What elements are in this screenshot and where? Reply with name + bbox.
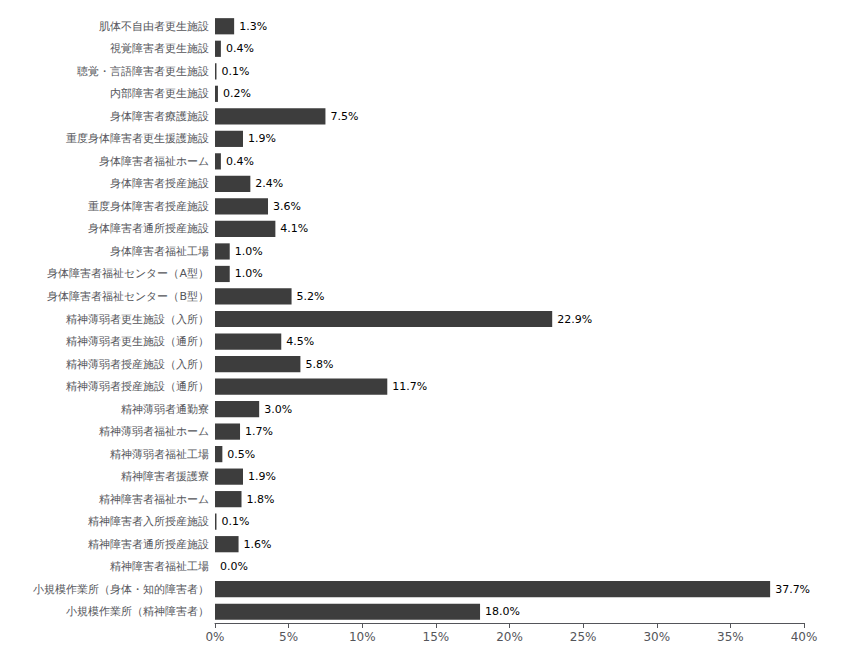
svg-text:聴覚・言語障害者更生施設: 聴覚・言語障害者更生施設 xyxy=(77,65,209,78)
svg-text:身体障害者福祉センター（B型）: 身体障害者福祉センター（B型） xyxy=(47,290,209,303)
svg-text:0.4%: 0.4% xyxy=(226,42,254,55)
svg-text:5.8%: 5.8% xyxy=(305,358,333,371)
svg-text:2.4%: 2.4% xyxy=(255,177,283,190)
svg-text:1.9%: 1.9% xyxy=(248,470,276,483)
svg-text:1.0%: 1.0% xyxy=(235,245,263,258)
svg-text:身体障害者福祉工場: 身体障害者福祉工場 xyxy=(110,245,209,258)
svg-text:4.1%: 4.1% xyxy=(280,222,308,235)
svg-text:視覚障害者更生施設: 視覚障害者更生施設 xyxy=(110,42,209,55)
svg-text:3.0%: 3.0% xyxy=(264,403,292,416)
svg-text:精神障害者通所授産施設: 精神障害者通所授産施設 xyxy=(88,538,209,551)
svg-text:0.4%: 0.4% xyxy=(226,155,254,168)
svg-text:40%: 40% xyxy=(791,630,818,644)
svg-text:1.7%: 1.7% xyxy=(245,425,273,438)
svg-text:身体障害者福祉センター（A型）: 身体障害者福祉センター（A型） xyxy=(47,267,209,280)
svg-text:35%: 35% xyxy=(717,630,744,644)
svg-text:精神薄弱者通勤寮: 精神薄弱者通勤寮 xyxy=(121,403,209,416)
svg-text:内部障害者更生施設: 内部障害者更生施設 xyxy=(110,87,209,100)
svg-text:7.5%: 7.5% xyxy=(330,110,358,123)
svg-text:精神薄弱者授産施設（通所）: 精神薄弱者授産施設（通所） xyxy=(66,380,209,393)
svg-text:精神障害者福祉工場: 精神障害者福祉工場 xyxy=(110,560,209,573)
svg-text:0.5%: 0.5% xyxy=(227,448,255,461)
svg-text:37.7%: 37.7% xyxy=(775,583,810,596)
svg-text:0.2%: 0.2% xyxy=(223,87,251,100)
svg-text:11.7%: 11.7% xyxy=(392,380,427,393)
svg-text:精神薄弱者更生施設（入所）: 精神薄弱者更生施設（入所） xyxy=(66,313,209,326)
svg-text:15%: 15% xyxy=(423,630,450,644)
svg-text:身体障害者授産施設: 身体障害者授産施設 xyxy=(110,177,209,190)
svg-text:1.8%: 1.8% xyxy=(247,493,275,506)
svg-text:重度身体障害者授産施設: 重度身体障害者授産施設 xyxy=(88,200,209,213)
svg-text:3.6%: 3.6% xyxy=(273,200,301,213)
svg-text:20%: 20% xyxy=(496,630,523,644)
svg-text:精神薄弱者授産施設（入所）: 精神薄弱者授産施設（入所） xyxy=(66,358,209,371)
svg-text:身体障害者療護施設: 身体障害者療護施設 xyxy=(110,110,209,123)
svg-text:4.5%: 4.5% xyxy=(286,335,314,348)
svg-text:1.3%: 1.3% xyxy=(239,20,267,33)
svg-text:精神薄弱者更生施設（通所）: 精神薄弱者更生施設（通所） xyxy=(66,335,209,348)
svg-text:精神薄弱者福祉ホーム: 精神薄弱者福祉ホーム xyxy=(99,425,209,438)
svg-text:0.0%: 0.0% xyxy=(220,560,248,573)
svg-text:22.9%: 22.9% xyxy=(557,313,592,326)
svg-text:25%: 25% xyxy=(570,630,597,644)
svg-text:精神障害者福祉ホーム: 精神障害者福祉ホーム xyxy=(99,493,209,506)
svg-text:1.0%: 1.0% xyxy=(235,267,263,280)
svg-text:18.0%: 18.0% xyxy=(485,605,520,618)
svg-text:30%: 30% xyxy=(643,630,670,644)
svg-text:小規模作業所（身体・知的障害者）: 小規模作業所（身体・知的障害者） xyxy=(33,583,209,596)
svg-text:0%: 0% xyxy=(205,630,224,644)
svg-text:精神障害者入所授産施設: 精神障害者入所授産施設 xyxy=(88,515,209,528)
svg-text:重度身体障害者更生援護施設: 重度身体障害者更生援護施設 xyxy=(66,132,209,145)
svg-text:小規模作業所（精神障害者）: 小規模作業所（精神障害者） xyxy=(66,605,209,618)
svg-text:5%: 5% xyxy=(279,630,298,644)
svg-text:肌体不自由者更生施設: 肌体不自由者更生施設 xyxy=(99,20,209,33)
svg-text:0.1%: 0.1% xyxy=(221,65,249,78)
svg-text:精神障害者援護寮: 精神障害者援護寮 xyxy=(121,470,209,483)
svg-text:1.9%: 1.9% xyxy=(248,132,276,145)
svg-text:1.6%: 1.6% xyxy=(244,538,272,551)
svg-text:精神薄弱者福祉工場: 精神薄弱者福祉工場 xyxy=(110,448,209,461)
svg-text:0.1%: 0.1% xyxy=(221,515,249,528)
svg-text:5.2%: 5.2% xyxy=(297,290,325,303)
svg-text:身体障害者通所授産施設: 身体障害者通所授産施設 xyxy=(88,222,209,235)
svg-text:10%: 10% xyxy=(349,630,376,644)
svg-text:身体障害者福祉ホーム: 身体障害者福祉ホーム xyxy=(99,155,209,168)
